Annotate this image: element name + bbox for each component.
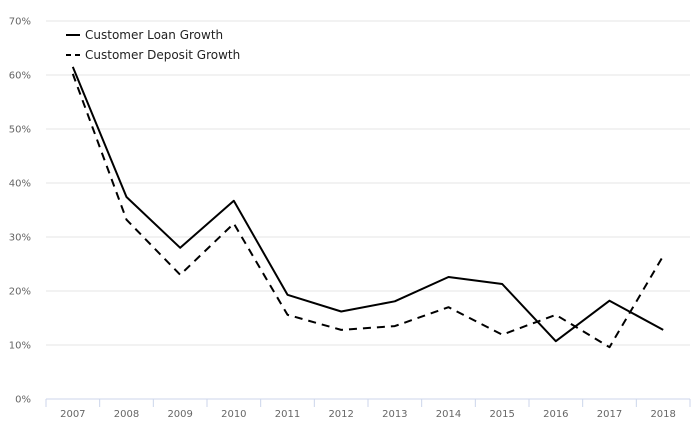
x-tick-label: 2012	[328, 409, 353, 420]
legend: Customer Loan Growth Customer Deposit Gro…	[66, 28, 240, 62]
y-tick-label: 30%	[9, 233, 31, 244]
x-tick-label: 2018	[650, 409, 675, 420]
y-tick-label: 60%	[9, 71, 31, 82]
legend-item-label[interactable]: Customer Deposit Growth	[85, 48, 240, 62]
x-tick-label: 2015	[489, 409, 514, 420]
y-tick-label: 70%	[9, 17, 31, 28]
axes: 0% 10% 20% 30% 40% 50% 60% 70% 2007 2008 2009 2010 2…	[9, 17, 691, 420]
x-tick-label: 2014	[436, 409, 461, 420]
y-tick-label: 10%	[9, 341, 31, 352]
series-lines	[71, 66, 665, 349]
series-line-customer-loan-growth	[71, 66, 664, 343]
x-tick-label: 2013	[382, 409, 407, 420]
y-tick-label: 50%	[9, 125, 31, 136]
y-tick-label: 20%	[9, 287, 31, 298]
x-tick-label: 2017	[597, 409, 622, 420]
x-tick-label: 2011	[275, 409, 300, 420]
legend-item-label[interactable]: Customer Loan Growth	[85, 28, 223, 42]
x-tick-label: 2016	[543, 409, 568, 420]
x-tick-label: 2007	[60, 409, 85, 420]
x-tick-label: 2008	[114, 409, 139, 420]
y-tick-label: 0%	[15, 395, 31, 406]
series-line-customer-deposit-growth	[71, 73, 665, 349]
x-tick-label: 2009	[167, 409, 192, 420]
x-tick-label: 2010	[221, 409, 246, 420]
y-tick-label: 40%	[9, 179, 31, 190]
gridlines	[46, 20, 690, 346]
